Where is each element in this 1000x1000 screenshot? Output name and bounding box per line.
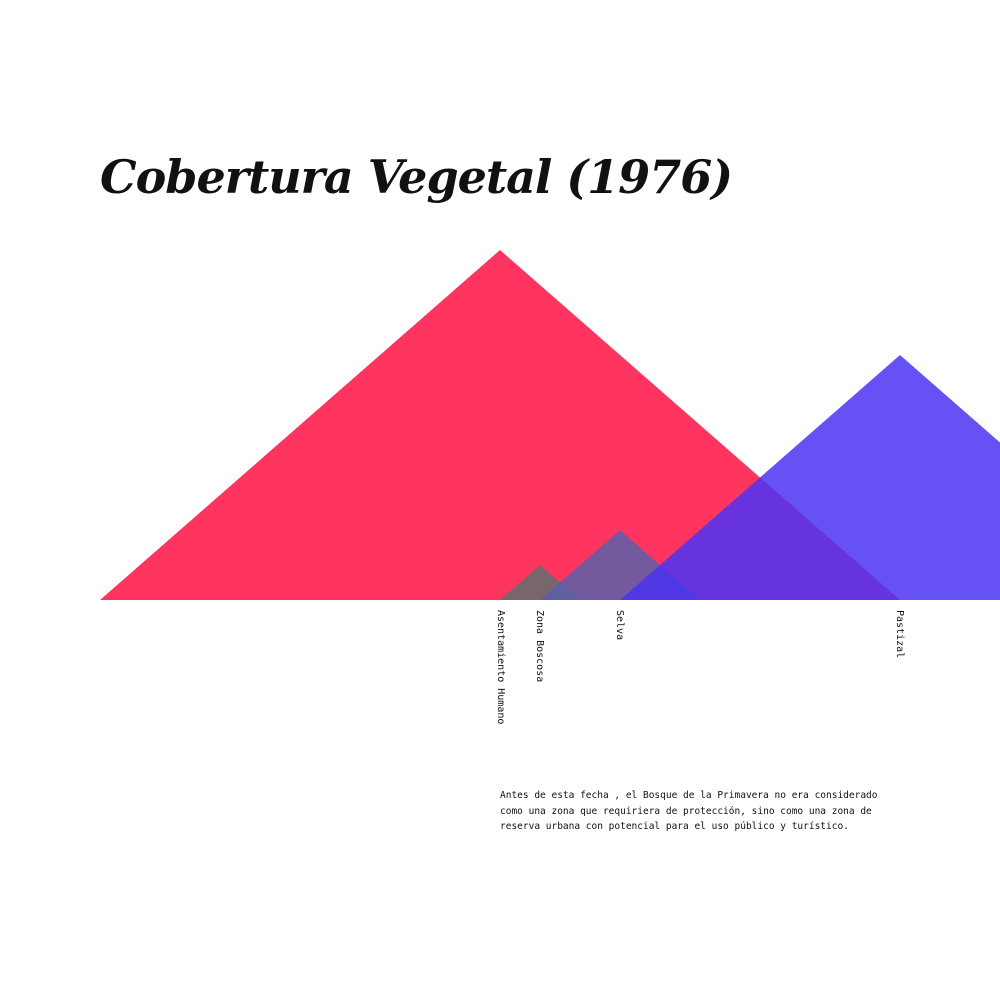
category-label: Selva [614, 610, 625, 641]
pastizal-mark [620, 355, 1000, 600]
category-label: Zona Boscosa [534, 610, 545, 683]
page-title: Cobertura Vegetal (1976) [100, 150, 733, 204]
reference-mark [100, 250, 900, 600]
category-label: Pastizal [894, 610, 905, 659]
category-label: Asentamiento Humano [495, 610, 506, 725]
description-note: Antes de esta fecha , el Bosque de la Pr… [500, 790, 878, 832]
